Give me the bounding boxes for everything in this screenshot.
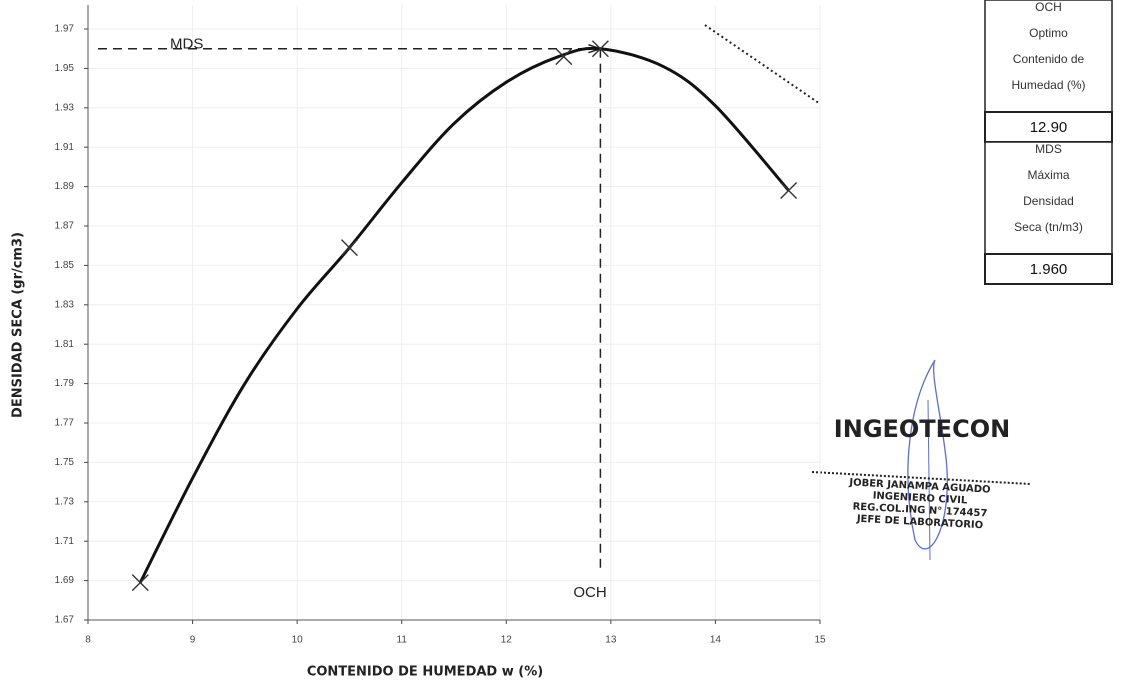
result-label: Optimo <box>1029 26 1068 40</box>
x-axis-label: CONTENIDO DE HUMEDAD w (%) <box>307 665 543 680</box>
x-tick-label: 15 <box>814 635 826 646</box>
y-tick-label: 1.91 <box>55 142 75 153</box>
result-value-cell <box>984 253 1113 285</box>
point-marker <box>131 574 149 592</box>
y-tick-label: 1.69 <box>55 575 75 586</box>
stamp-company: INGEOTECON <box>834 415 1010 443</box>
y-axis-label: DENSIDAD SECA (gr/cm3) <box>11 232 26 418</box>
result-label-cell <box>984 141 1113 255</box>
signature-stroke <box>907 359 948 550</box>
x-tick-label: 12 <box>501 635 513 646</box>
result-value-cell <box>984 111 1113 143</box>
y-tick-label: 1.83 <box>55 299 75 310</box>
result-label: Seca (tn/m3) <box>1014 220 1083 234</box>
signature-stroke <box>927 399 931 561</box>
y-tick-label: 1.93 <box>55 102 75 113</box>
point-marker <box>340 239 358 257</box>
result-value: 12.90 <box>1030 119 1068 136</box>
y-tick-label: 1.87 <box>55 221 75 232</box>
result-label-cell <box>984 0 1113 113</box>
compaction-curve <box>138 46 790 584</box>
signature <box>811 359 1031 561</box>
signature-line <box>811 471 1031 485</box>
result-label: Máxima <box>1027 168 1069 182</box>
x-tick-label: 9 <box>190 635 196 646</box>
point-marker <box>780 182 798 200</box>
y-tick-label: 1.97 <box>55 24 75 35</box>
y-tick-label: 1.73 <box>55 496 75 507</box>
result-label: Humedad (%) <box>1011 78 1085 92</box>
x-tick-label: 13 <box>605 635 617 646</box>
result-label: MDS <box>1035 142 1062 156</box>
y-tick-label: 1.77 <box>55 418 75 429</box>
x-tick-label: 8 <box>85 635 91 646</box>
result-label: OCH <box>1035 0 1062 14</box>
och-text: OCH <box>573 584 606 601</box>
stamp-line: INGENIERO CIVIL <box>872 491 968 507</box>
result-value: 1.960 <box>1030 261 1068 278</box>
y-tick-label: 1.75 <box>55 457 75 468</box>
y-tick-label: 1.95 <box>55 63 75 74</box>
y-tick-label: 1.85 <box>55 260 75 271</box>
point-marker <box>555 48 573 66</box>
result-label: Densidad <box>1023 194 1074 208</box>
result-label: Contenido de <box>1013 52 1085 66</box>
saturation-line <box>704 24 821 105</box>
y-tick-label: 1.67 <box>55 615 75 626</box>
x-tick-label: 11 <box>397 635 408 646</box>
y-tick-label: 1.81 <box>55 339 75 350</box>
y-tick-label: 1.79 <box>55 378 75 389</box>
x-tick-label: 14 <box>710 635 722 646</box>
x-tick-label: 10 <box>292 635 304 646</box>
mds-text: MDS <box>170 36 203 53</box>
y-tick-label: 1.89 <box>55 181 75 192</box>
y-tick-label: 1.71 <box>55 536 75 547</box>
point-marker <box>591 40 609 58</box>
